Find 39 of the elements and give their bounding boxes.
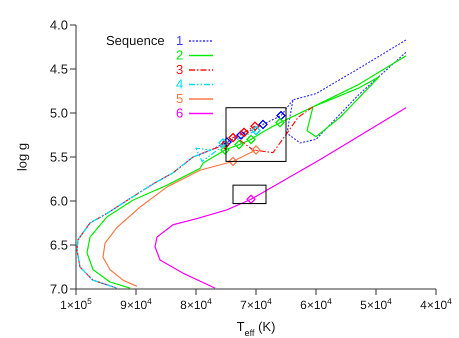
point — [222, 137, 232, 147]
point — [251, 145, 261, 155]
legend-label: 2 — [176, 48, 184, 62]
y-axis-title: log g — [14, 142, 30, 172]
x-axis-title: T$_{eff}$ (K) — [236, 319, 276, 338]
point — [239, 128, 249, 138]
x-tick-label: 1×10$^{5}$ — [60, 296, 92, 312]
point — [275, 118, 285, 128]
point — [246, 134, 256, 144]
y-tick-label: 4.0 — [50, 18, 68, 33]
y-tick-label: 6.0 — [50, 194, 68, 209]
point — [276, 110, 286, 120]
y-tick-label: 5.5 — [50, 150, 68, 165]
y-tick-label: 4.5 — [50, 62, 68, 77]
legend-label: 1 — [176, 33, 184, 48]
legend-label: 6 — [176, 106, 184, 120]
x-tick-label: 8×10$^{4}$ — [180, 296, 212, 312]
x-tick-label: 9×10$^{4}$ — [120, 296, 152, 312]
point — [258, 120, 268, 130]
legend-label: 5 — [176, 91, 184, 106]
x-tick-label: 5×10$^{4}$ — [360, 296, 392, 312]
point — [220, 145, 230, 155]
x-tick-label: 7×10$^{4}$ — [240, 296, 272, 312]
line-series — [76, 106, 314, 289]
point — [251, 126, 261, 136]
x-tick-label: 4×10$^{4}$ — [420, 296, 452, 312]
y-tick-label: 5.0 — [50, 106, 68, 121]
y-tick-label: 7.0 — [50, 282, 68, 297]
point — [250, 122, 260, 131]
x-tick-label: 6×10$^{4}$ — [300, 296, 332, 312]
point — [228, 132, 238, 142]
line-series — [154, 107, 407, 289]
legend-label: 4 — [176, 76, 184, 92]
y-tick-label: 6.5 — [50, 238, 68, 253]
point — [236, 130, 246, 140]
legend-label: 3 — [176, 62, 184, 77]
legend-title: Sequence — [106, 33, 165, 48]
point — [228, 156, 238, 166]
point — [234, 140, 244, 150]
